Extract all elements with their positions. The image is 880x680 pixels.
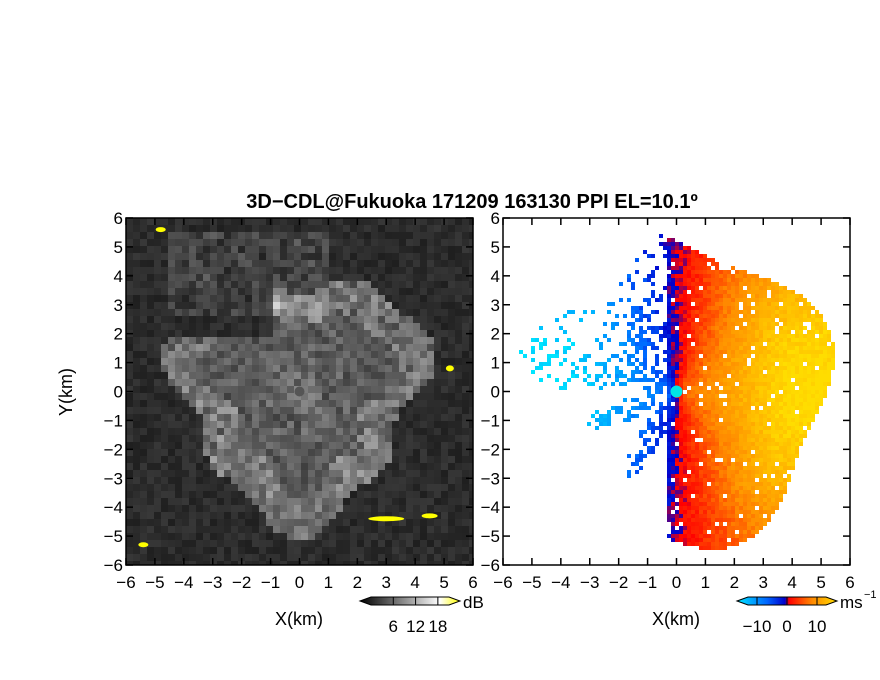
y-tick-label: −6 — [104, 556, 123, 575]
x-tick-label: 6 — [468, 573, 477, 592]
x-tick-label: −1 — [261, 573, 280, 592]
y-tick-label: −4 — [104, 498, 123, 517]
x-tick-label: −6 — [116, 573, 135, 592]
y-tick-label: 4 — [491, 267, 500, 286]
x-tick-label: 2 — [730, 573, 739, 592]
y-tick-label: 2 — [114, 325, 123, 344]
y-tick-label: 1 — [114, 354, 123, 373]
y-tick-label: −5 — [104, 527, 123, 546]
y-tick-label: −1 — [104, 411, 123, 430]
reflectivity-x-axis-label: X(km) — [275, 609, 323, 629]
x-tick-label: −3 — [580, 573, 599, 592]
x-tick-label: 2 — [353, 573, 362, 592]
y-tick-label: 4 — [114, 267, 123, 286]
y-tick-label: −3 — [481, 469, 500, 488]
y-tick-label: 6 — [114, 209, 123, 228]
y-tick-label: 1 — [491, 354, 500, 373]
x-tick-label: 1 — [701, 573, 710, 592]
velocity-x-axis-label: X(km) — [652, 609, 700, 629]
figure-title: 3D−CDL@Fukuoka 171209 163130 PPI EL=10.1… — [246, 191, 698, 213]
x-tick-label: −2 — [232, 573, 251, 592]
x-tick-label: 5 — [816, 573, 825, 592]
y-tick-label: 0 — [114, 383, 123, 402]
colorbar-tick-label: 10 — [808, 617, 827, 636]
x-tick-label: 0 — [672, 573, 681, 592]
velocity-colorbar-unit-exponent: −1 — [864, 589, 877, 601]
velocity-image — [519, 234, 835, 550]
y-tick-label: −6 — [481, 556, 500, 575]
reflectivity-colorbar-bar — [358, 596, 462, 606]
radar-center — [294, 386, 305, 397]
y-tick-label: −1 — [481, 411, 500, 430]
x-tick-label: −3 — [203, 573, 222, 592]
y-tick-label: 2 — [491, 325, 500, 344]
x-tick-label: −1 — [638, 573, 657, 592]
y-tick-label: −2 — [104, 440, 123, 459]
y-tick-label: 5 — [114, 238, 123, 257]
radar-center — [670, 385, 683, 398]
colorbar-tick-label: 6 — [389, 617, 398, 636]
reflectivity-colorbar-unit: dB — [463, 593, 484, 612]
reflectivity-y-axis-label: Y(km) — [56, 368, 76, 416]
x-tick-label: −2 — [609, 573, 628, 592]
colorbar-tick-label: 18 — [428, 617, 447, 636]
y-tick-label: −4 — [481, 498, 500, 517]
x-tick-label: 4 — [410, 573, 419, 592]
strong-echo — [421, 513, 438, 519]
x-tick-label: −4 — [174, 573, 193, 592]
x-tick-label: 0 — [295, 573, 304, 592]
x-tick-label: 6 — [845, 573, 854, 592]
y-tick-label: −3 — [104, 469, 123, 488]
y-tick-label: 3 — [491, 296, 500, 315]
strong-echo — [155, 227, 166, 233]
x-tick-label: 1 — [324, 573, 333, 592]
reflectivity-colorbar: 6 12 18 dB — [358, 593, 484, 636]
y-tick-label: 5 — [491, 238, 500, 257]
x-tick-label: −5 — [522, 573, 541, 592]
x-tick-label: −5 — [145, 573, 164, 592]
y-tick-label: 0 — [491, 383, 500, 402]
strong-echo — [368, 516, 405, 522]
y-tick-label: 6 — [491, 209, 500, 228]
strong-echo — [138, 542, 149, 548]
y-tick-label: 3 — [114, 296, 123, 315]
colorbar-tick-label: −10 — [743, 617, 772, 636]
reflectivity-colorbar-ticks: 6 12 18 — [389, 597, 447, 636]
x-tick-label: 3 — [382, 573, 391, 592]
velocity-colorbar-ticks: −10 0 10 — [743, 597, 827, 636]
reflectivity-image — [126, 218, 473, 565]
strong-echo — [445, 365, 454, 372]
x-tick-label: 4 — [787, 573, 796, 592]
x-tick-label: −6 — [493, 573, 512, 592]
x-tick-label: −4 — [551, 573, 570, 592]
velocity-colorbar: −10 0 10 ms −1 — [735, 589, 877, 636]
x-tick-label: 3 — [759, 573, 768, 592]
colorbar-tick-label: 12 — [406, 617, 425, 636]
x-tick-label: 5 — [439, 573, 448, 592]
y-tick-label: −5 — [481, 527, 500, 546]
velocity-colorbar-unit: ms — [840, 593, 863, 612]
colorbar-tick-label: 0 — [782, 617, 791, 636]
y-tick-label: −2 — [481, 440, 500, 459]
